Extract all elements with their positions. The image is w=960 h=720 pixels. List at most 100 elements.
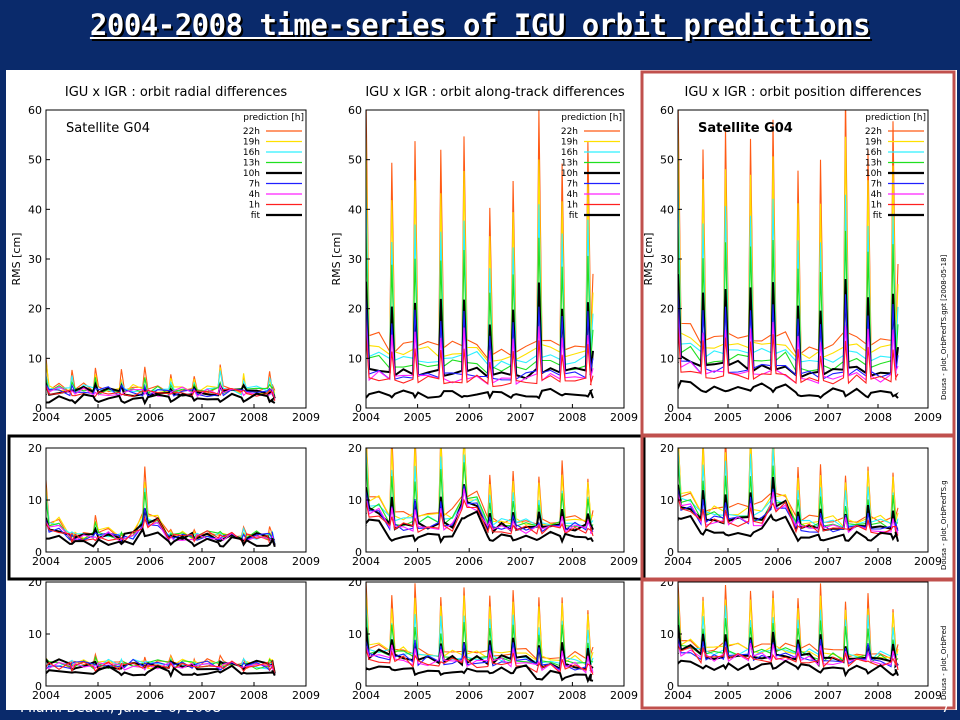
y-tick-label: 0	[35, 680, 42, 693]
x-tick-label: 2007	[188, 555, 216, 568]
series-line-13h	[678, 612, 899, 664]
series-line-7h	[366, 639, 594, 673]
series-line-7h	[366, 297, 594, 381]
y-tick-label: 50	[660, 154, 674, 167]
y-tick-label: 10	[28, 352, 42, 365]
series-line-fit	[678, 513, 899, 543]
chart-panel-5: 2004 2005 2006 2007 2008 2009 0 10 20	[348, 442, 638, 568]
series-line-fit	[46, 392, 276, 406]
y-tick-label: 20	[348, 442, 362, 455]
x-tick-label: 2006	[764, 555, 792, 568]
y-tick-label: 20	[28, 442, 42, 455]
legend-label-4h: 4h	[249, 190, 260, 200]
series-group	[678, 448, 899, 543]
y-tick-label: 0	[667, 680, 674, 693]
x-tick-label: 2008	[240, 411, 268, 424]
y-tick-label: 40	[660, 203, 674, 216]
y-tick-label: 20	[348, 303, 362, 316]
x-tick-label: 2006	[455, 411, 483, 424]
y-tick-label: 40	[348, 203, 362, 216]
legend-label-13h: 13h	[561, 159, 578, 169]
y-tick-label: 10	[28, 494, 42, 507]
y-tick-label: 30	[348, 253, 362, 266]
chart-title: IGU x IGR : orbit along-track difference…	[365, 85, 625, 100]
x-tick-label: 2009	[292, 555, 320, 568]
legend-label-10h: 10h	[243, 169, 260, 179]
series-line-4h	[366, 644, 594, 674]
x-tick-label: 2007	[507, 411, 535, 424]
y-tick-label: 0	[35, 402, 42, 415]
middle-row-frame	[7, 434, 646, 581]
x-tick-label: 2009	[914, 555, 942, 568]
y-tick-label: 20	[28, 303, 42, 316]
legend-label-7h: 7h	[249, 180, 260, 190]
series-line-1h	[46, 384, 276, 401]
y-tick-label: 10	[348, 352, 362, 365]
legend-label-19h: 19h	[243, 138, 260, 148]
y-axis-label: RMS [cm]	[330, 233, 343, 286]
series-line-4h	[366, 319, 594, 386]
y-tick-label: 60	[348, 104, 362, 117]
satellite-annotation: Satellite G04	[66, 121, 150, 136]
chart-panel-4: 2004 2005 2006 2007 2008 2009 0 10 20	[28, 442, 320, 568]
x-tick-label: 2006	[136, 689, 164, 702]
y-tick-label: 10	[660, 494, 674, 507]
y-tick-label: 0	[355, 402, 362, 415]
legend-title: prediction [h]	[865, 113, 926, 123]
plot-frame	[45, 109, 307, 409]
x-tick-label: 2008	[558, 411, 586, 424]
legend-label-1h: 1h	[871, 201, 882, 211]
y-tick-label: 10	[660, 628, 674, 641]
x-tick-label: 2005	[84, 411, 112, 424]
series-line-13h	[366, 614, 594, 668]
series-line-22h	[366, 582, 594, 661]
x-tick-label: 2008	[240, 689, 268, 702]
x-tick-label: 2004	[352, 555, 380, 568]
plot-frame	[677, 581, 929, 687]
legend-label-16h: 16h	[243, 148, 260, 158]
y-tick-label: 10	[348, 494, 362, 507]
series-group	[366, 110, 594, 400]
plot-frame	[677, 447, 929, 553]
chart-title: IGU x IGR : orbit position differences	[684, 85, 921, 100]
series-line-1h	[678, 644, 899, 671]
series-group	[46, 357, 276, 406]
series-line-4h	[46, 661, 276, 675]
series-line-fit	[366, 664, 594, 684]
series-line-4h	[366, 488, 594, 535]
legend-label-fit: fit	[251, 211, 261, 221]
series-line-fit	[366, 387, 594, 400]
x-tick-label: 2006	[136, 411, 164, 424]
y-tick-label: 10	[348, 628, 362, 641]
series-line-10h	[46, 657, 276, 674]
x-tick-label: 2006	[455, 555, 483, 568]
series-group	[366, 582, 594, 684]
series-line-7h	[46, 658, 276, 675]
legend-title: prediction [h]	[561, 113, 622, 123]
legend-label-22h: 22h	[561, 127, 578, 137]
x-tick-label: 2008	[558, 689, 586, 702]
y-tick-label: 20	[660, 303, 674, 316]
x-tick-label: 2007	[814, 411, 842, 424]
x-tick-label: 2008	[864, 555, 892, 568]
legend-label-fit: fit	[569, 211, 579, 221]
y-tick-label: 0	[355, 546, 362, 559]
x-tick-label: 2004	[352, 411, 380, 424]
legend-label-16h: 16h	[865, 148, 882, 158]
x-tick-label: 2005	[404, 411, 432, 424]
side-label-middle: Dousa - plot_OrbPredTS.g	[940, 480, 948, 570]
satellite-annotation: Satellite G04	[698, 121, 793, 136]
y-axis-label: RMS [cm]	[10, 233, 23, 286]
footer-page-number: 7	[941, 700, 950, 716]
x-tick-label: 2004	[352, 689, 380, 702]
x-tick-label: 2005	[404, 555, 432, 568]
legend-label-13h: 13h	[243, 159, 260, 169]
x-tick-label: 2009	[610, 555, 638, 568]
x-tick-label: 2005	[404, 689, 432, 702]
x-tick-label: 2006	[455, 689, 483, 702]
series-line-16h	[366, 186, 594, 370]
x-tick-label: 2006	[764, 411, 792, 424]
series-line-10h	[678, 274, 899, 379]
